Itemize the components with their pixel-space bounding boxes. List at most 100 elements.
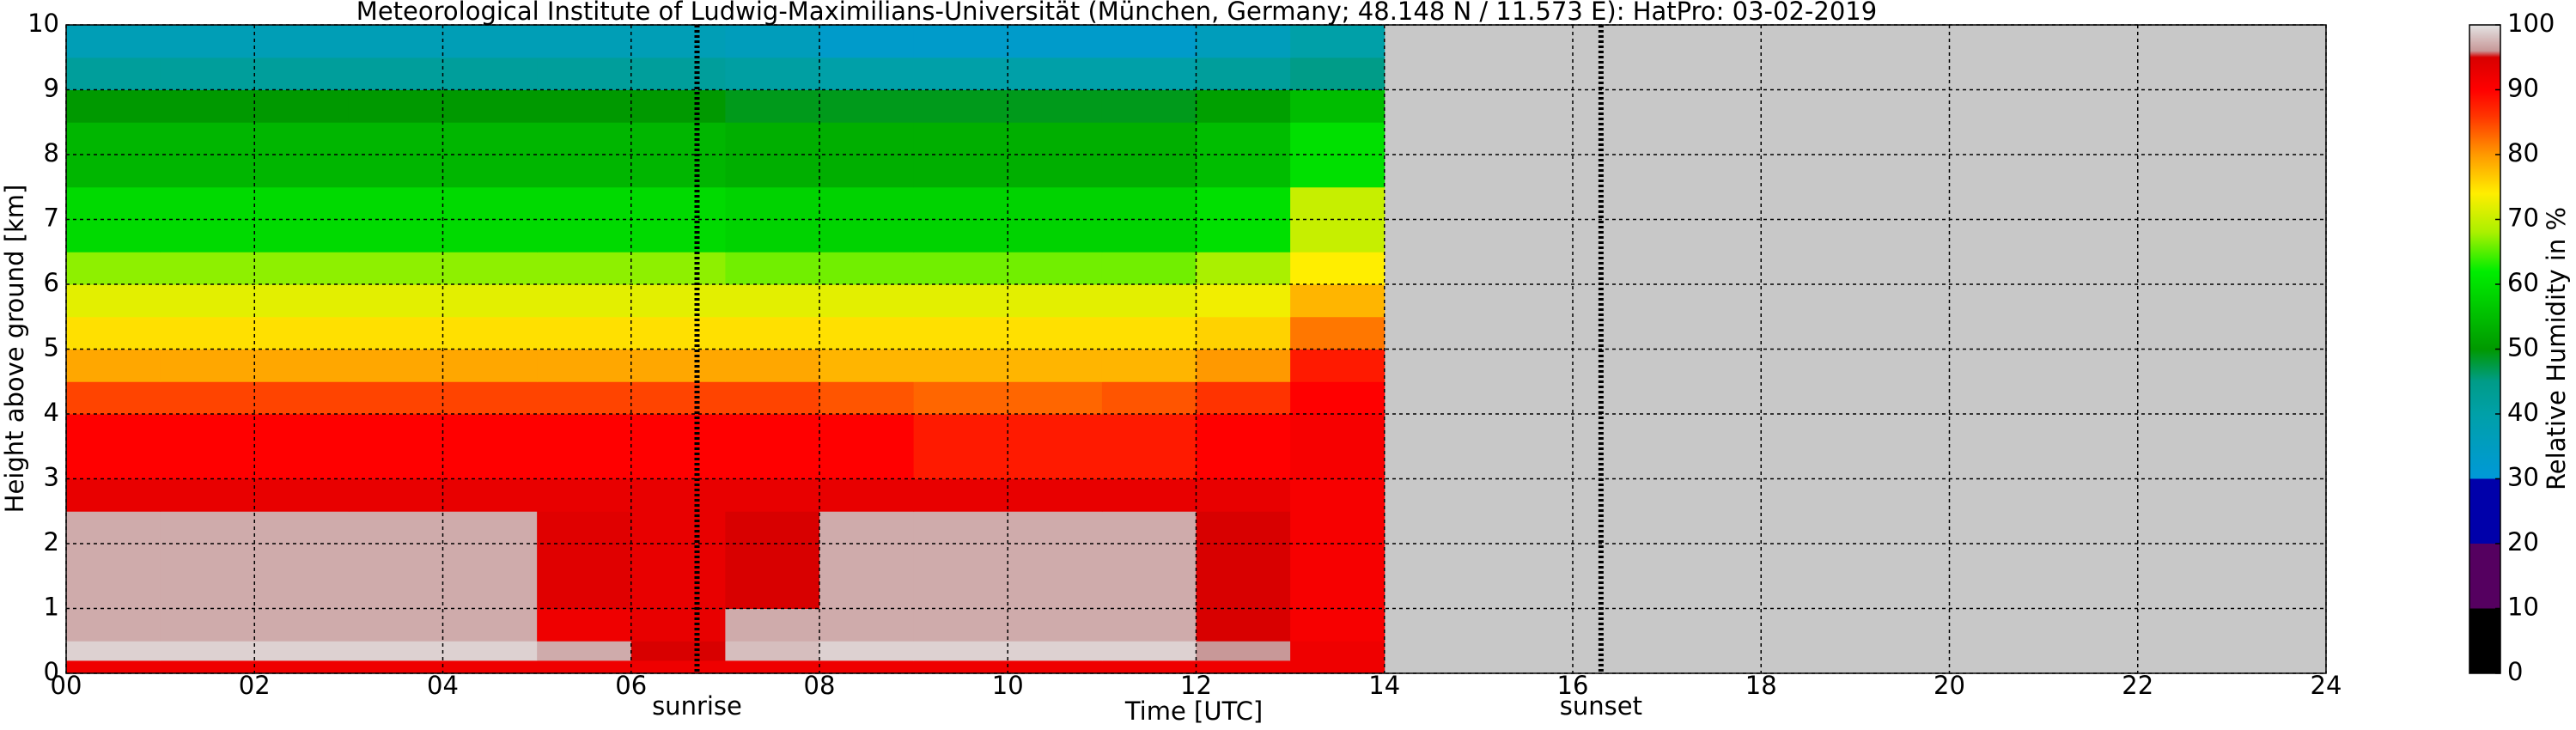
heatmap-cell (913, 641, 1008, 661)
x-tick-label: 02 (239, 671, 271, 700)
heatmap-cell (1196, 284, 1291, 318)
heatmap-cell (630, 381, 726, 415)
heatmap-cell (1196, 349, 1291, 382)
heatmap-cell (442, 284, 538, 318)
heatmap-cell (725, 414, 820, 479)
heatmap-cell (348, 641, 443, 661)
heatmap-cell (66, 414, 161, 479)
heatmap-cell (819, 25, 915, 58)
heatmap-cell (630, 414, 726, 479)
heatmap-cell (66, 89, 161, 123)
heatmap-cell (1196, 608, 1291, 642)
heatmap-cell (1196, 57, 1291, 90)
heatmap-cell (630, 57, 726, 90)
heatmap-cell (442, 641, 538, 661)
heatmap-cell (725, 252, 820, 285)
heatmap-cell (1008, 284, 1103, 318)
x-tick-label: 22 (2122, 671, 2153, 700)
heatmap-cell (1101, 284, 1197, 318)
chart-title: Meteorological Institute of Ludwig-Maxim… (356, 0, 1877, 26)
y-tick-label: 2 (44, 527, 59, 557)
heatmap-cell (66, 660, 161, 674)
y-axis-label: Height above ground [km] (0, 185, 29, 514)
y-tick-label: 7 (44, 204, 59, 233)
heatmap-cell (913, 57, 1008, 90)
heatmap-cell (254, 478, 350, 512)
heatmap-cell (1290, 316, 1385, 350)
heatmap-cell (1008, 660, 1103, 674)
x-tick-label: 06 (615, 671, 647, 700)
heatmap-cell (725, 660, 820, 674)
heatmap-cell (254, 660, 350, 674)
heatmap-cell (725, 478, 820, 512)
y-tick-label: 0 (44, 657, 59, 686)
heatmap-cell (630, 660, 726, 674)
heatmap-cell (537, 641, 632, 661)
heatmap-cell (537, 89, 632, 123)
heatmap-cell (537, 478, 632, 512)
y-tick-label: 6 (44, 268, 59, 297)
heatmap-cell (1290, 381, 1385, 415)
x-axis-label: Time [UTC] (1124, 697, 1263, 726)
heatmap-cell (1290, 478, 1385, 512)
x-tick-label: 18 (1745, 671, 1777, 700)
heatmap-cell (819, 252, 915, 285)
colorbar-tick-label: 70 (2507, 204, 2539, 233)
heatmap-cell (160, 25, 255, 58)
heatmap-cell (913, 414, 1008, 479)
heatmap-cell (630, 316, 726, 350)
heatmap-cell (630, 25, 726, 58)
x-tick-label: 04 (427, 671, 459, 700)
heatmap-cell (819, 414, 915, 479)
heatmap-cell (442, 252, 538, 285)
heatmap-cell (630, 89, 726, 123)
heatmap-cell (1101, 414, 1197, 479)
heatmap-cell (630, 349, 726, 382)
heatmap-cell (1008, 511, 1103, 609)
heatmap-cell (442, 122, 538, 188)
x-tick-label: 10 (992, 671, 1024, 700)
heatmap-cell (160, 89, 255, 123)
heatmap-cell (1290, 641, 1385, 661)
heatmap-cell (254, 25, 350, 58)
heatmap-cell (1290, 414, 1385, 479)
heatmap-cell (348, 252, 443, 285)
heatmap-cell (1290, 349, 1385, 382)
heatmap-cell (442, 25, 538, 58)
heatmap-cell (913, 25, 1008, 58)
colorbar-label: Relative Humidity in % (2542, 207, 2571, 490)
heatmap-cell (1008, 381, 1103, 415)
heatmap-cell (1101, 608, 1197, 642)
heatmap-cell (442, 381, 538, 415)
heatmap-cell (66, 284, 161, 318)
heatmap-cell (1196, 511, 1291, 609)
heatmap-cell (725, 186, 820, 252)
heatmap-cell (1008, 89, 1103, 123)
heatmap-cell (1008, 316, 1103, 350)
heatmap-cell (537, 25, 632, 58)
heatmap-cell (819, 381, 915, 415)
heatmap-cell (1008, 641, 1103, 661)
heatmap-cell (66, 25, 161, 58)
colorbar-tick-label: 100 (2507, 9, 2555, 38)
heatmap-cell (819, 57, 915, 90)
heatmap-cell (725, 284, 820, 318)
heatmap-cell (1196, 660, 1291, 674)
heatmap-cell (254, 641, 350, 661)
heatmap-cell (1101, 57, 1197, 90)
heatmap-cell (254, 414, 350, 479)
heatmap-cell (913, 608, 1008, 642)
heatmap-cell (160, 641, 255, 661)
heatmap-cell (819, 608, 915, 642)
heatmap-cell (254, 381, 350, 415)
heatmap-cell (913, 381, 1008, 415)
heatmap-cell (1101, 25, 1197, 58)
heatmap-cell (1101, 511, 1197, 609)
heatmap-cell (913, 511, 1008, 609)
heatmap-cell (630, 511, 726, 609)
heatmap-cell (348, 608, 443, 642)
colorbar-tick-label: 30 (2507, 463, 2539, 492)
heatmap-cell (160, 660, 255, 674)
heatmap-cell (537, 316, 632, 350)
